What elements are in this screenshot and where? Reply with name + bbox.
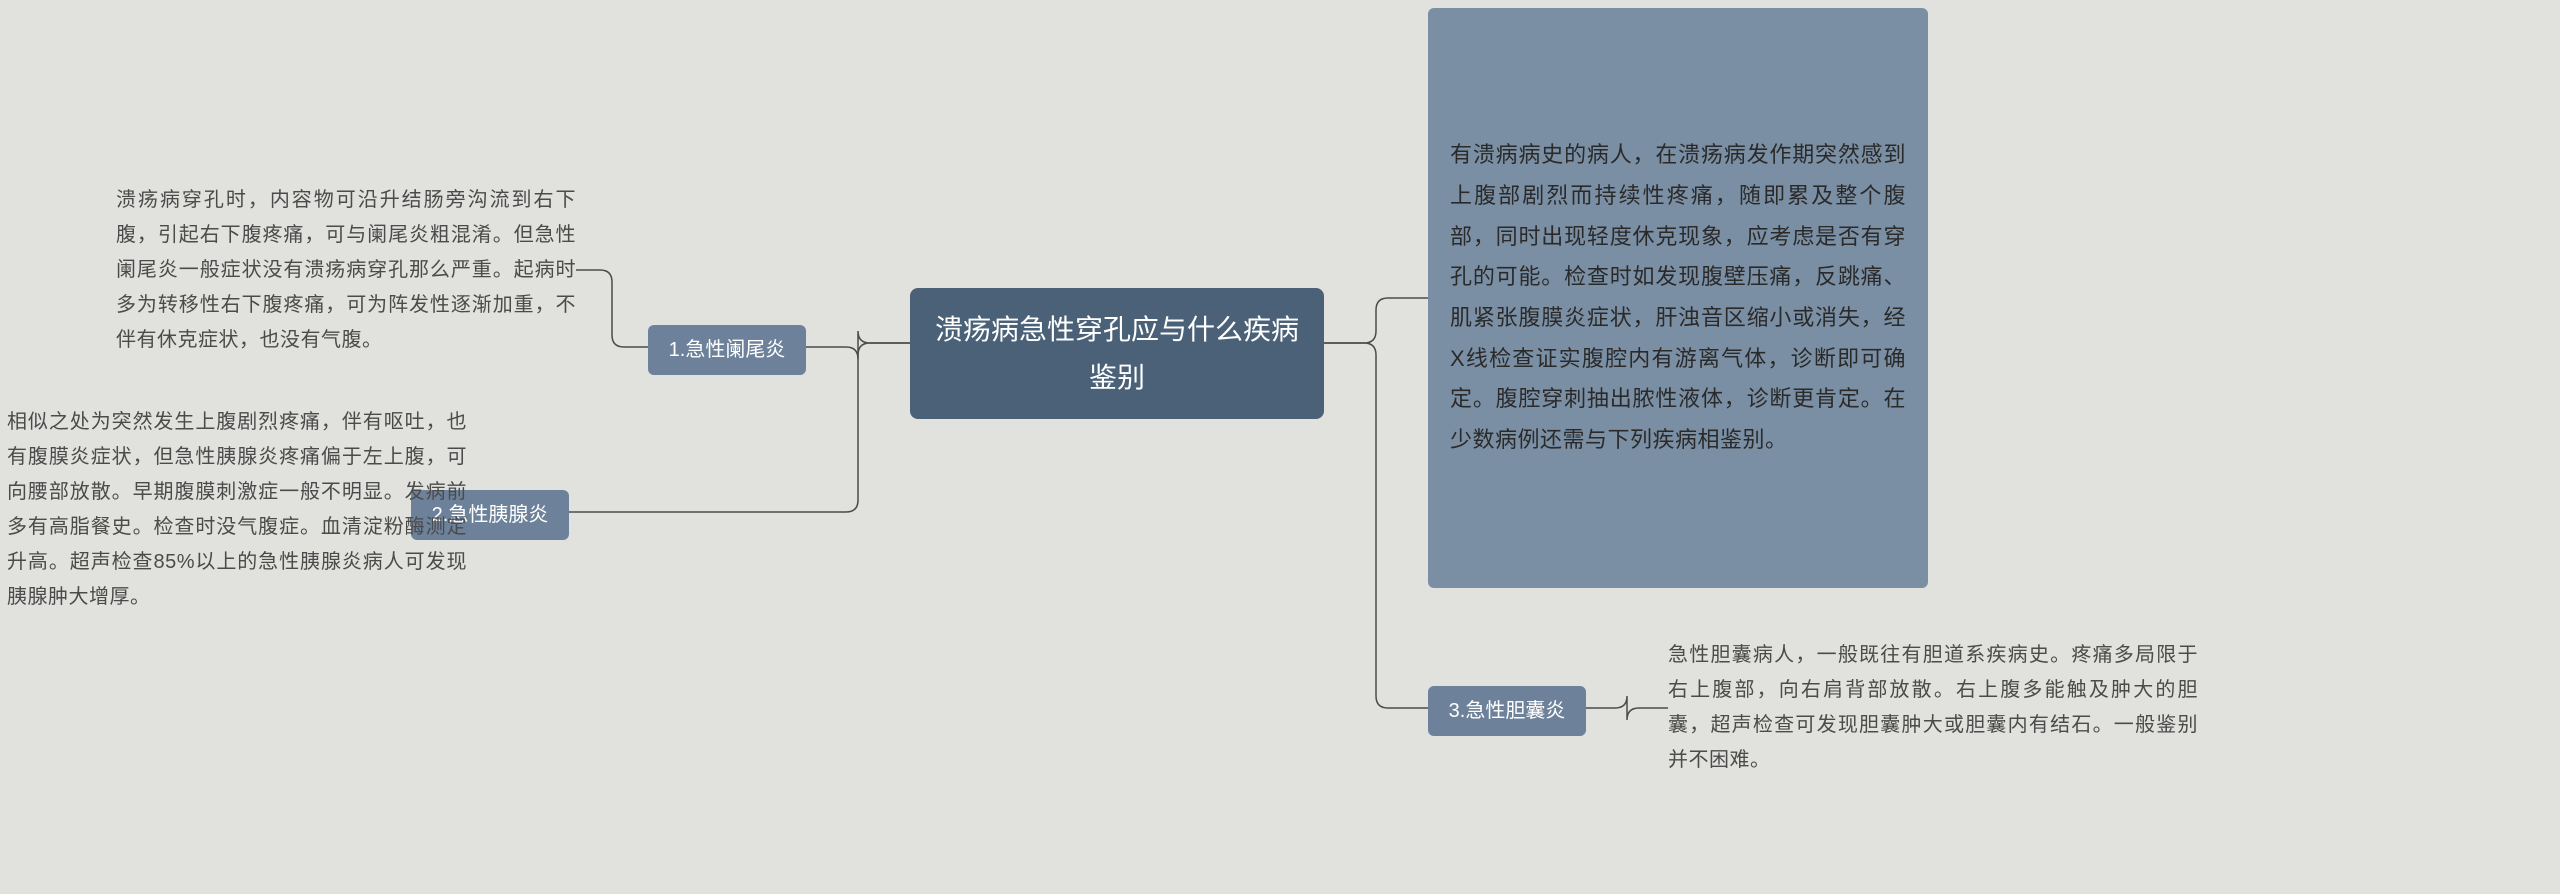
- connector: [1586, 696, 1668, 720]
- connector: [806, 331, 910, 359]
- leaf2-label: 相似之处为突然发生上腹剧烈疼痛，伴有呕吐，也有腹膜炎症状，但急性胰腺炎疼痛偏于左…: [7, 405, 467, 615]
- leaf2-node: 相似之处为突然发生上腹剧烈疼痛，伴有呕吐，也有腹膜炎症状，但急性胰腺炎疼痛偏于左…: [7, 396, 467, 624]
- root-label: 溃疡病急性穿孔应与什么疾病鉴别: [934, 306, 1300, 401]
- branch3-node: 3.急性胆囊炎: [1428, 686, 1586, 736]
- mindmap-canvas: 溃疡病急性穿孔应与什么疾病鉴别 有溃病病史的病人，在溃疡病发作期突然感到上腹部剧烈…: [0, 0, 2560, 894]
- branch3-label: 3.急性胆囊炎: [1449, 694, 1566, 728]
- leaf1-label: 溃疡病穿孔时，内容物可沿升结肠旁沟流到右下腹，引起右下腹疼痛，可与阑尾炎粗混淆。…: [116, 183, 576, 358]
- leaf1-node: 溃疡病穿孔时，内容物可沿升结肠旁沟流到右下腹，引起右下腹疼痛，可与阑尾炎粗混淆。…: [116, 170, 576, 370]
- connector: [1324, 298, 1428, 343]
- connector: [1324, 343, 1428, 708]
- branch1-node: 1.急性阑尾炎: [648, 325, 806, 375]
- connector: [576, 270, 648, 347]
- connector: [806, 343, 910, 512]
- root-node: 溃疡病急性穿孔应与什么疾病鉴别: [910, 288, 1324, 419]
- bigbox-node: 有溃病病史的病人，在溃疡病发作期突然感到上腹部剧烈而持续性疼痛，随即累及整个腹部…: [1428, 8, 1928, 588]
- leaf3-label: 急性胆囊病人，一般既往有胆道系疾病史。疼痛多局限于右上腹部，向右肩背部放散。右上…: [1668, 638, 2198, 778]
- branch1-label: 1.急性阑尾炎: [669, 333, 786, 367]
- leaf3-node: 急性胆囊病人，一般既往有胆道系疾病史。疼痛多局限于右上腹部，向右肩背部放散。右上…: [1668, 628, 2198, 788]
- bigbox-label: 有溃病病史的病人，在溃疡病发作期突然感到上腹部剧烈而持续性疼痛，随即累及整个腹部…: [1450, 135, 1906, 461]
